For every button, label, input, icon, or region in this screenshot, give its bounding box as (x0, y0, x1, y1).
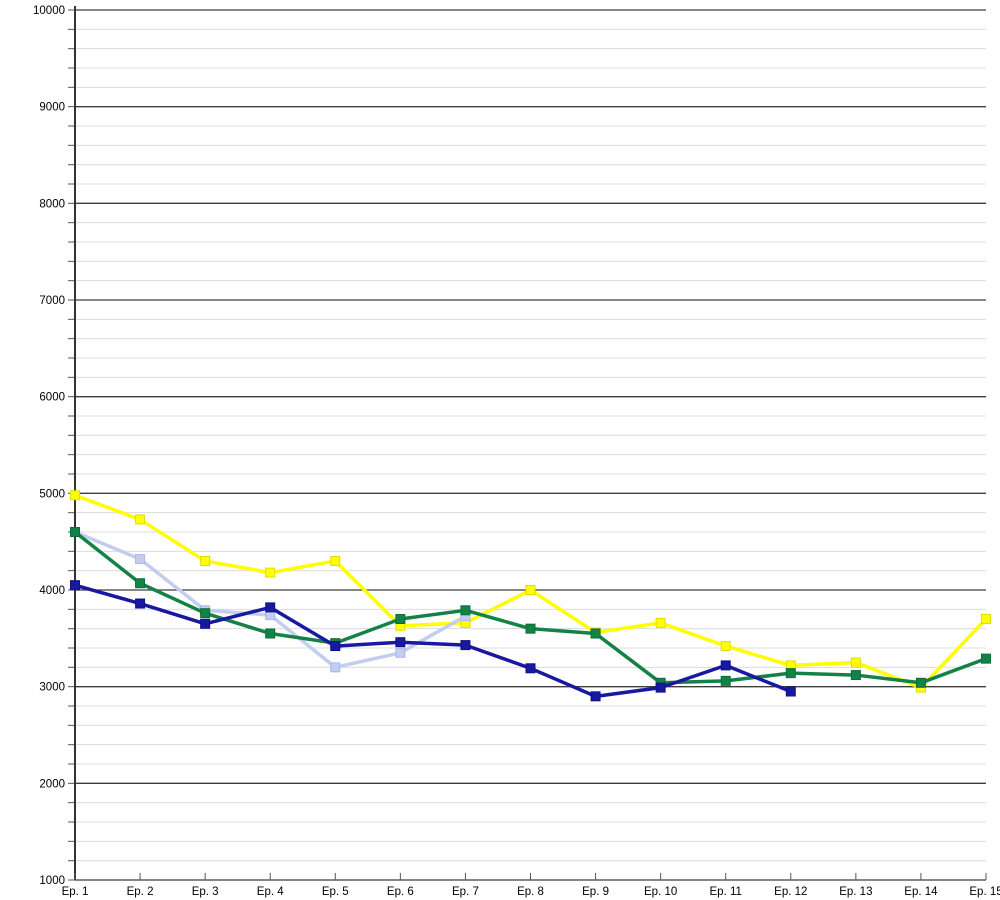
data-point-navy (70, 580, 80, 591)
data-point-navy (590, 691, 601, 702)
data-point-green (70, 527, 80, 537)
data-point-green (981, 653, 991, 664)
data-point-green (395, 614, 406, 624)
data-point-navy (200, 618, 211, 629)
data-point-green (135, 578, 146, 589)
y-axis-label: 6000 (39, 392, 65, 404)
x-axis-label: Ep. 3 (192, 886, 219, 898)
x-axis-label: Ep. 10 (644, 886, 677, 898)
data-point-green (590, 628, 601, 639)
y-axis-label: 1000 (39, 875, 65, 887)
y-axis-label: 5000 (39, 488, 65, 500)
y-axis-label: 7000 (39, 295, 65, 307)
x-axis-label: Ep. 4 (257, 886, 284, 898)
data-point-green (850, 670, 861, 681)
x-axis-label: Ep. 5 (322, 886, 349, 898)
data-point-yellow (135, 514, 146, 525)
series-line-navy (73, 583, 793, 699)
data-point-yellow (655, 617, 666, 628)
x-axis-label: Ep. 2 (127, 886, 154, 898)
data-point-green (720, 675, 731, 686)
y-axis-label: 8000 (39, 198, 65, 210)
data-point-yellow (981, 614, 991, 624)
data-point-green (525, 623, 536, 634)
data-point-navy (655, 682, 666, 693)
x-axis-label: Ep. 14 (904, 886, 938, 898)
y-axis-label: 9000 (39, 102, 65, 114)
x-axis-label: Ep. 7 (452, 886, 479, 898)
x-axis-label: Ep. 11 (710, 886, 742, 898)
data-point-yellow (70, 490, 80, 501)
data-point-navy (720, 660, 731, 671)
data-point-navy (135, 598, 146, 609)
data-point-green (200, 608, 211, 619)
data-point-green (460, 605, 471, 616)
x-axis-label: Ep. 1 (62, 886, 89, 898)
data-point-navy (525, 663, 536, 674)
data-point-navy (785, 686, 796, 697)
data-point-navy (330, 641, 341, 652)
data-point-green (785, 668, 796, 679)
y-axis-label: 4000 (39, 585, 65, 597)
data-point-yellow (850, 657, 861, 668)
data-point-navy (265, 602, 276, 613)
data-point-yellow (330, 556, 341, 566)
x-axis-label: Ep. 9 (582, 886, 609, 898)
x-axis-label: Ep. 8 (517, 886, 544, 898)
x-axis-label: Ep. 12 (774, 886, 807, 898)
data-point-yellow (265, 567, 276, 578)
data-point-navy (460, 640, 471, 651)
data-point-yellow (720, 641, 731, 652)
data-point-yellow (200, 556, 211, 566)
data-point-green (265, 628, 276, 639)
data-point-light-blue (135, 554, 146, 565)
data-point-light-blue (395, 647, 406, 658)
y-axis-label: 3000 (39, 682, 65, 694)
data-point-navy (395, 637, 406, 648)
data-point-yellow (525, 585, 536, 595)
y-axis-label: 10000 (33, 5, 65, 17)
x-axis-label: Ep. 6 (387, 886, 414, 898)
x-axis-label: Ep. 13 (839, 886, 872, 898)
data-point-light-blue (330, 662, 341, 673)
x-axis-label: Ep. 15 (969, 886, 1000, 898)
data-point-green (915, 677, 926, 688)
y-axis-label: 2000 (39, 778, 65, 790)
